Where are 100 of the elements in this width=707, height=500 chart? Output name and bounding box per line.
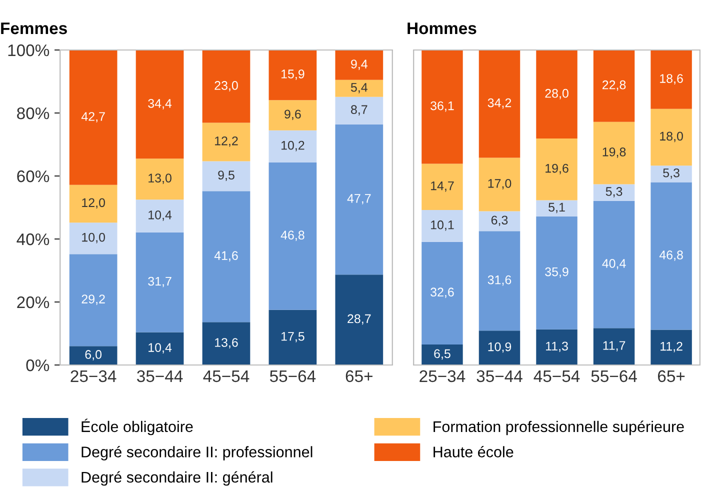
data-label: 10,4 <box>148 210 172 221</box>
bar <box>536 50 578 139</box>
bar <box>422 344 463 365</box>
x-tick-label: 45−54 <box>203 370 250 382</box>
bar <box>478 50 520 158</box>
bar <box>593 200 635 328</box>
legend-label: Formation professionnelle supérieure <box>434 420 684 436</box>
data-label: 10,1 <box>431 220 454 231</box>
data-label: 5,3 <box>606 187 622 198</box>
bar <box>69 184 118 223</box>
bar <box>202 161 250 192</box>
data-label: 10,0 <box>82 232 105 244</box>
data-label: 22,8 <box>602 80 626 91</box>
bar <box>536 329 578 365</box>
bar <box>268 100 317 130</box>
bar <box>536 216 578 330</box>
data-label: 19,6 <box>546 164 568 174</box>
bar <box>478 158 520 212</box>
data-label: 18,0 <box>660 132 683 142</box>
data-label: 35,9 <box>545 267 568 278</box>
bar <box>650 182 692 330</box>
bar <box>478 211 520 232</box>
y-tick-label: 60% <box>17 170 50 182</box>
data-label: 46,8 <box>659 250 683 261</box>
x-tick-label: 55−64 <box>591 370 637 382</box>
legend-label: Degré secondaire II: professionnel <box>82 446 312 460</box>
bar <box>69 346 118 365</box>
data-label: 11,7 <box>603 341 626 352</box>
legend-label: Haute école <box>434 446 514 458</box>
bar <box>422 210 463 242</box>
data-label: 10,2 <box>281 140 304 152</box>
data-label: 14,7 <box>431 182 454 192</box>
bar <box>69 254 118 346</box>
bar <box>422 164 463 210</box>
bar <box>650 108 692 166</box>
data-label: 36,1 <box>430 101 454 112</box>
bar <box>593 122 635 184</box>
y-tick-label: 40% <box>16 233 50 246</box>
x-tick-label: 35−44 <box>476 370 522 382</box>
bar <box>268 162 317 310</box>
data-label: 42,7 <box>81 112 105 122</box>
y-tick-label: 20% <box>17 296 50 308</box>
bar <box>335 96 384 124</box>
bar <box>536 200 578 216</box>
data-label: 9,4 <box>351 60 368 70</box>
data-label: 15,9 <box>281 70 304 80</box>
chart-title: Femmes <box>1 22 67 34</box>
bar <box>478 231 520 331</box>
bar <box>593 328 635 365</box>
bar <box>136 158 184 200</box>
x-tick-label: 65+ <box>346 370 372 382</box>
data-label: 8,7 <box>351 105 368 116</box>
bar <box>536 138 578 200</box>
data-label: 6,3 <box>491 216 508 226</box>
data-label: 9,5 <box>218 170 234 181</box>
bar <box>593 184 635 201</box>
bar <box>136 332 184 365</box>
bar <box>69 222 118 254</box>
data-label: 5,1 <box>548 202 565 214</box>
data-label: 5,4 <box>350 83 368 94</box>
data-label: 13,0 <box>148 174 172 184</box>
data-label: 17,5 <box>281 332 304 342</box>
x-tick-label: 55−64 <box>270 370 316 382</box>
bar <box>69 50 118 185</box>
chart-title: Hommes <box>408 22 476 34</box>
bar <box>136 50 184 159</box>
data-label: 9,6 <box>284 110 301 120</box>
legend-label: École obligatoire <box>82 418 193 436</box>
y-tick-label: 100% <box>8 44 50 56</box>
bar <box>268 50 317 100</box>
data-label: 46,8 <box>280 230 304 241</box>
x-tick-label: 25−34 <box>420 370 466 382</box>
bar <box>136 200 184 232</box>
data-label: 34,4 <box>148 99 172 110</box>
bar <box>335 274 384 365</box>
x-tick-label: 35−44 <box>137 370 183 382</box>
bar <box>650 50 692 109</box>
bar <box>335 50 384 80</box>
data-label: 17,0 <box>488 179 512 190</box>
bar <box>422 242 463 345</box>
data-label: 11,3 <box>546 342 568 352</box>
bar <box>335 124 384 275</box>
data-label: 34,2 <box>488 98 512 109</box>
data-label: 6,0 <box>85 350 102 360</box>
data-label: 31,6 <box>488 275 512 286</box>
x-tick-label: 25−34 <box>70 370 116 382</box>
data-label: 32,6 <box>430 288 454 298</box>
data-label: 5,3 <box>663 168 680 179</box>
y-tick-label: 80% <box>17 107 50 120</box>
data-label: 40,4 <box>602 259 626 270</box>
x-tick-label: 45−54 <box>534 370 580 382</box>
data-label: 28,0 <box>545 88 568 100</box>
bar <box>202 191 250 322</box>
bar <box>478 330 520 365</box>
bar <box>650 330 692 365</box>
bar <box>202 122 250 162</box>
x-tick-label: 65+ <box>658 370 685 382</box>
bar <box>268 310 317 365</box>
data-label: 13,6 <box>215 338 238 348</box>
y-tick-label: 0% <box>26 359 50 372</box>
